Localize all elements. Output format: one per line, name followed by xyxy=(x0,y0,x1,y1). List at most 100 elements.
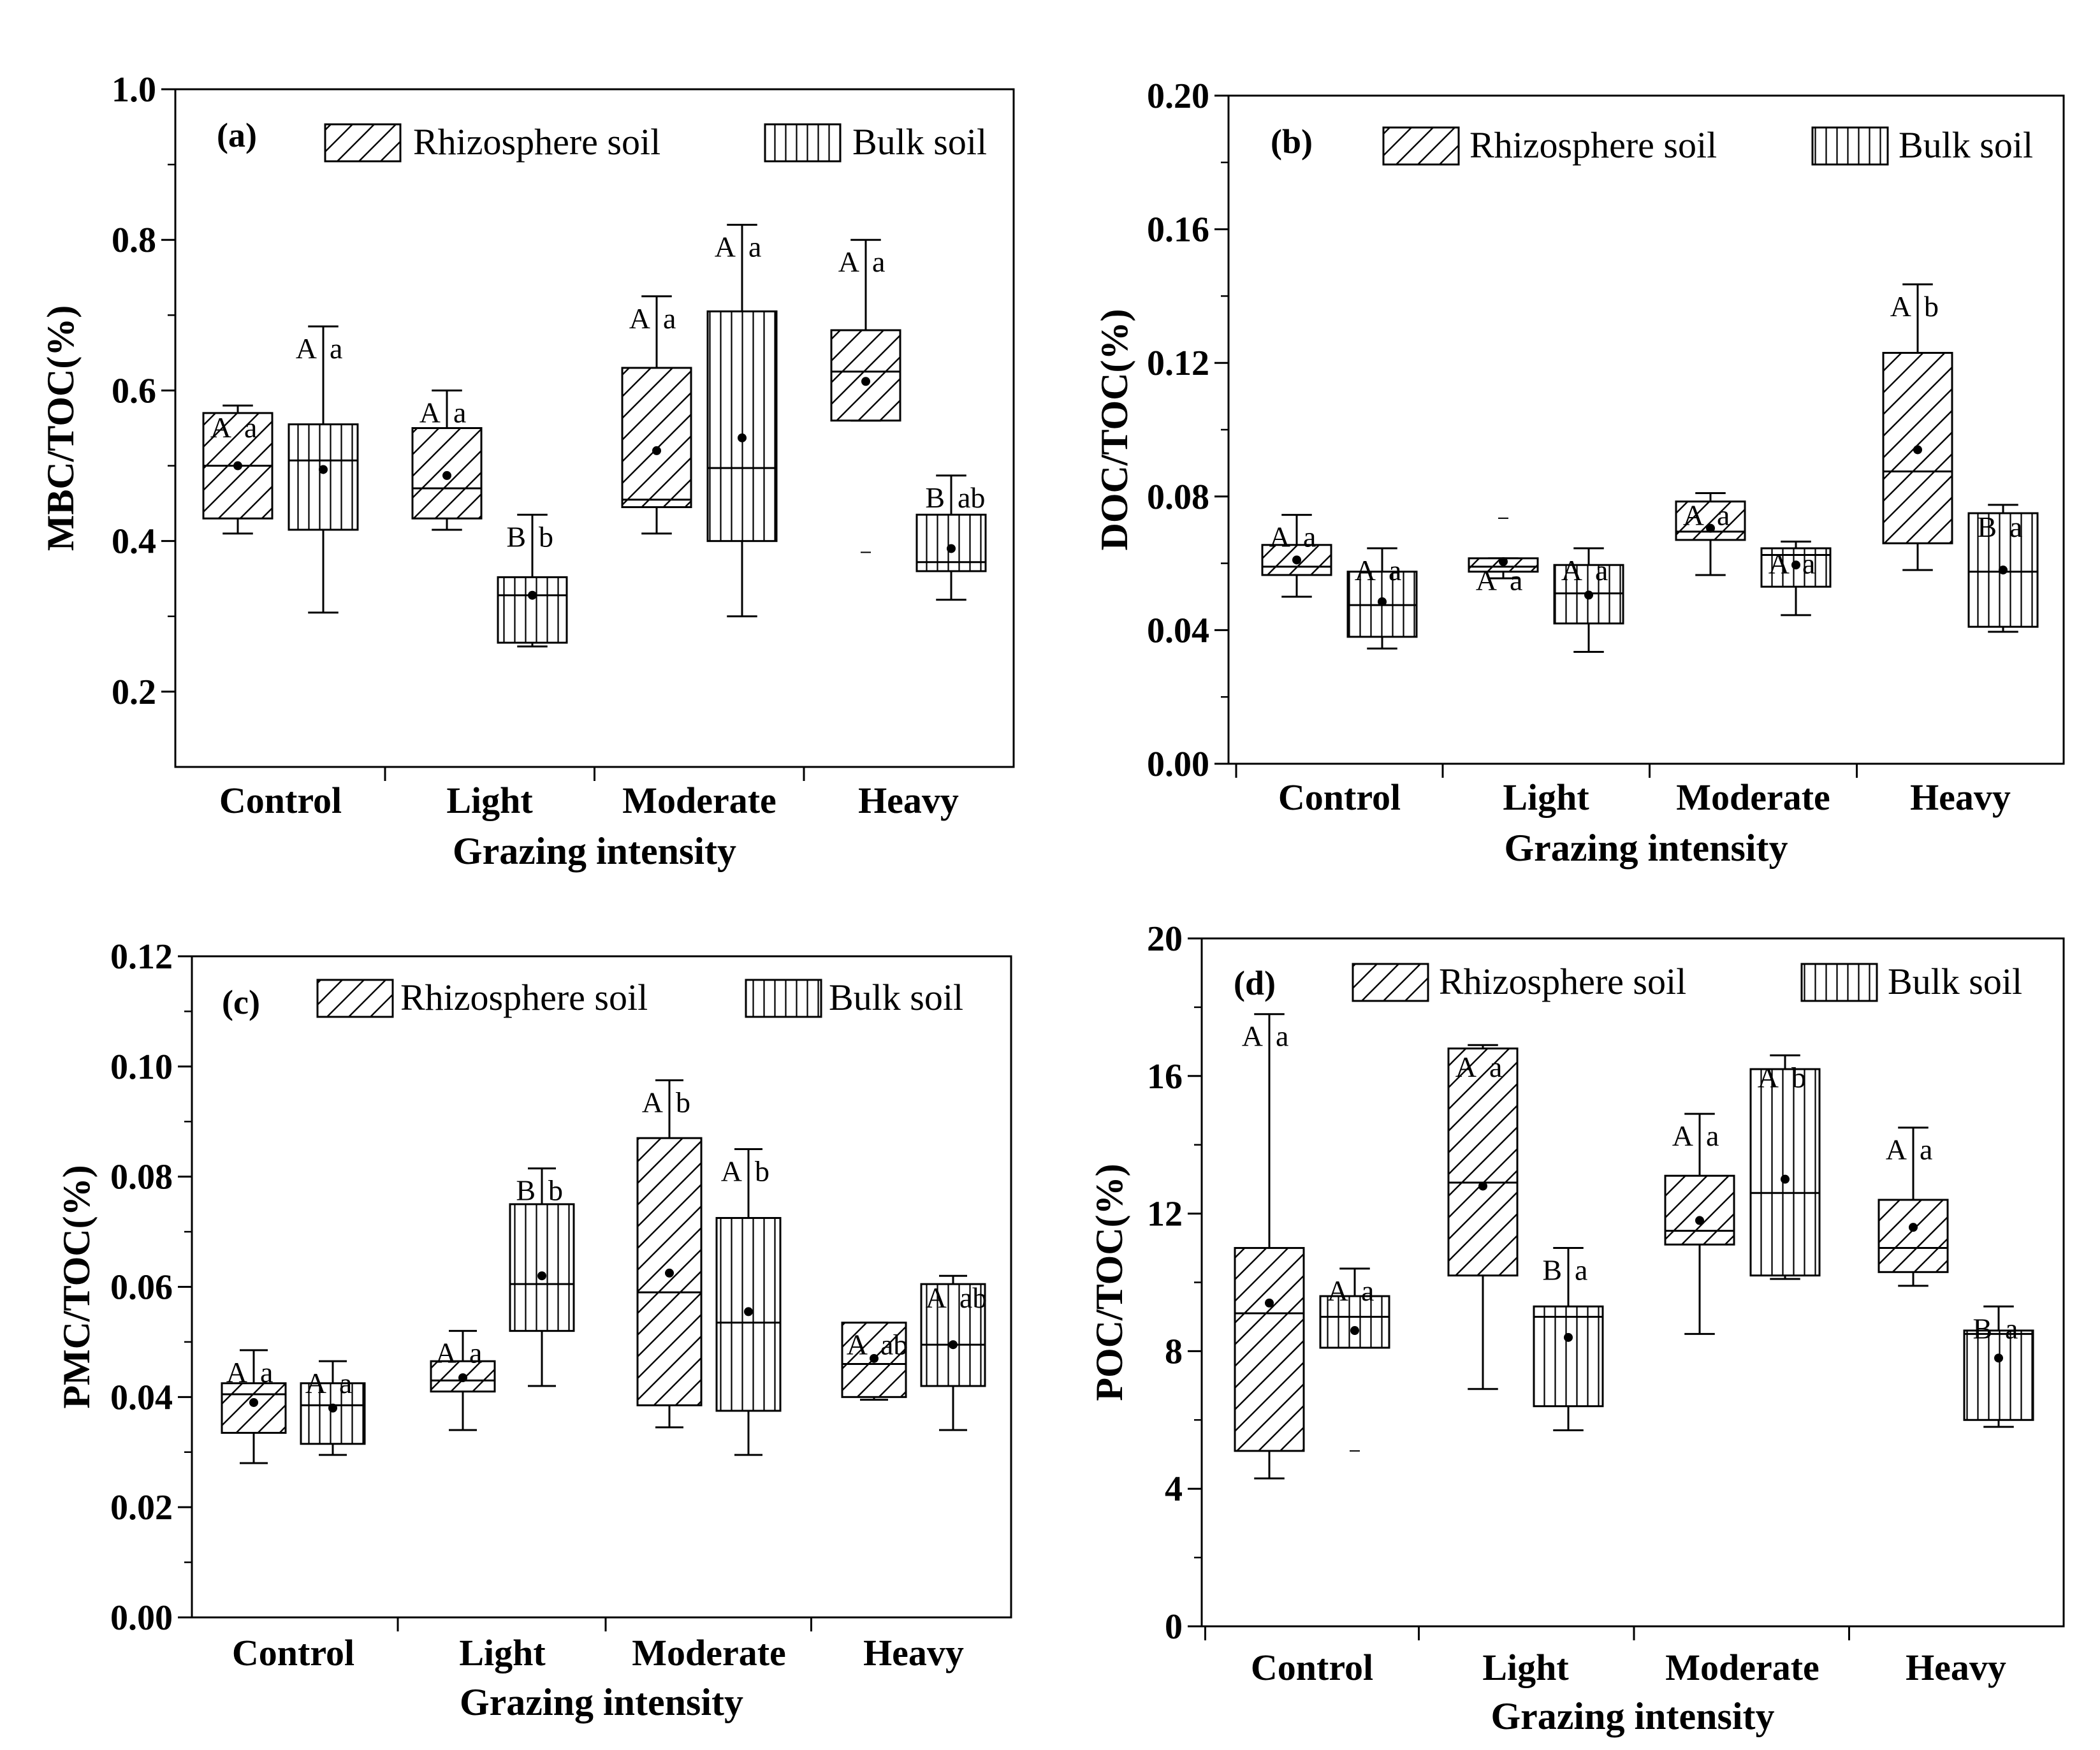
y-axis-label: POC/TOC(%) xyxy=(1088,1163,1130,1401)
significance-upper: A xyxy=(1890,290,1911,323)
significance-upper: A xyxy=(642,1086,663,1118)
box-mean-point xyxy=(528,590,537,600)
y-tick-label: 0.6 xyxy=(112,371,156,411)
y-tick-label: 0.08 xyxy=(110,1158,173,1197)
y-axis-label: DOC/TOC(%) xyxy=(1093,309,1135,551)
panel-label: (c) xyxy=(222,983,260,1021)
y-tick-label: 0.02 xyxy=(110,1488,173,1528)
significance-upper: B xyxy=(925,481,945,514)
y-tick-label: 0.2 xyxy=(112,673,156,712)
significance-lower: a xyxy=(339,1367,352,1399)
significance-lower: ab xyxy=(958,481,985,514)
significance-upper: A xyxy=(1758,1061,1779,1093)
significance-upper: A xyxy=(721,1155,742,1187)
significance-upper: A xyxy=(1672,1119,1693,1152)
y-tick-label: 4 xyxy=(1165,1469,1183,1509)
significance-upper: A xyxy=(1355,554,1376,587)
significance-lower: a xyxy=(1717,499,1730,532)
x-axis-label: Grazing intensity xyxy=(1505,827,1788,869)
y-tick-label: 16 xyxy=(1147,1057,1183,1097)
x-axis-label: Grazing intensity xyxy=(1491,1695,1775,1737)
box-mean-point xyxy=(1564,1332,1573,1342)
legend-label-bulk: Bulk soil xyxy=(829,977,963,1018)
significance-lower: ab xyxy=(880,1329,908,1361)
y-tick-label: 12 xyxy=(1147,1195,1183,1234)
significance-lower: a xyxy=(244,411,257,444)
box-mean-point xyxy=(870,1353,879,1363)
significance-upper: A xyxy=(435,1337,456,1369)
significance-lower: a xyxy=(1276,1020,1288,1053)
box-iqr xyxy=(920,1283,986,1387)
y-tick-label: 0.12 xyxy=(1147,344,1209,383)
box-mean-point xyxy=(1913,445,1922,455)
box-mean-point xyxy=(328,1403,337,1413)
box-iqr xyxy=(288,423,359,531)
box-iqr xyxy=(1749,1068,1821,1277)
significance-lower: b xyxy=(539,520,553,553)
significance-upper: A xyxy=(1683,499,1704,532)
significance-upper: A xyxy=(1455,1051,1477,1083)
significance-lower: a xyxy=(1706,1119,1719,1152)
legend-label-bulk: Bulk soil xyxy=(1899,124,2033,166)
significance-lower: a xyxy=(469,1337,482,1369)
significance-lower: a xyxy=(1575,1254,1587,1287)
legend-label-rhizosphere: Rhizosphere soil xyxy=(1439,961,1686,1002)
box-iqr xyxy=(497,576,568,644)
legend-label-bulk: Bulk soil xyxy=(852,121,987,163)
significance-upper: A xyxy=(419,396,441,428)
significance-upper: B xyxy=(1542,1254,1562,1287)
legend-label-rhizosphere: Rhizosphere soil xyxy=(1469,124,1717,166)
y-tick-label: 0.04 xyxy=(1147,611,1209,650)
y-tick-label: 0.04 xyxy=(110,1378,173,1417)
box-mean-point xyxy=(744,1307,753,1316)
x-category-label: Heavy xyxy=(863,1632,964,1673)
significance-upper: A xyxy=(1269,521,1290,553)
significance-upper: A xyxy=(1886,1134,1907,1166)
y-tick-label: 1.0 xyxy=(112,70,156,110)
significance-lower: a xyxy=(1303,521,1316,553)
significance-upper: A xyxy=(838,245,859,278)
box-iqr xyxy=(1963,1329,2034,1421)
y-tick-label: 0.06 xyxy=(110,1268,173,1308)
significance-lower: ab xyxy=(959,1281,987,1314)
x-category-label: Moderate xyxy=(1676,777,1830,818)
significance-upper: A xyxy=(210,411,231,444)
significance-lower: a xyxy=(872,245,885,278)
significance-lower: a xyxy=(330,332,342,365)
legend-swatch-bulk xyxy=(1811,126,1889,166)
box-mean-point xyxy=(1695,1216,1704,1225)
significance-upper: A xyxy=(1561,554,1582,587)
significance-lower: a xyxy=(1389,554,1401,587)
significance-upper: B xyxy=(1972,1312,1992,1345)
box-iqr xyxy=(1447,1047,1519,1277)
box-iqr xyxy=(509,1203,575,1332)
significance-lower: b xyxy=(1791,1061,1806,1093)
panel-label: (b) xyxy=(1271,122,1313,161)
box-mean-point xyxy=(738,433,747,442)
box-mean-point xyxy=(1265,1298,1274,1308)
significance-upper: A xyxy=(305,1367,326,1399)
x-category-label: Control xyxy=(1278,777,1401,818)
box-iqr xyxy=(1533,1305,1604,1408)
significance-upper: A xyxy=(715,231,736,263)
box-iqr xyxy=(706,310,778,543)
y-tick-label: 0.16 xyxy=(1147,210,1209,250)
significance-lower: b xyxy=(755,1155,769,1187)
legend-swatch-rhizosphere xyxy=(324,123,402,163)
box-mean-point xyxy=(949,1340,958,1350)
significance-lower: a xyxy=(453,396,466,428)
y-tick-label: 0.00 xyxy=(1147,745,1209,784)
